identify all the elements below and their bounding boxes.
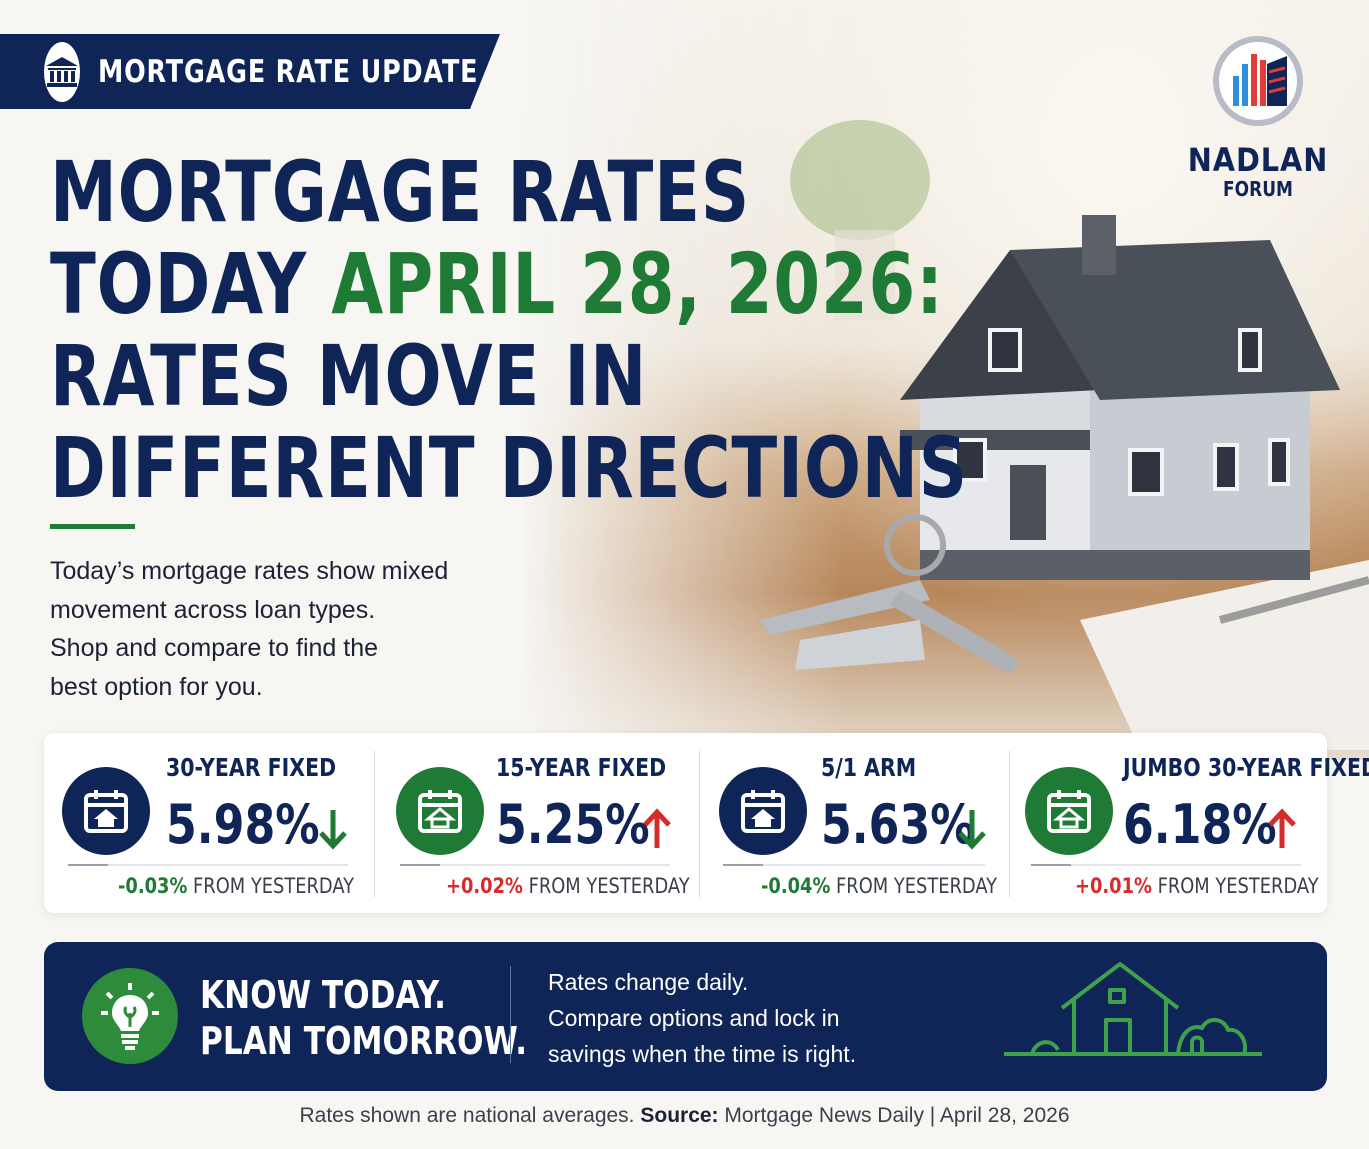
footer-source-text: Mortgage News Daily | April 28, 2026 [718,1104,1070,1127]
rate-change: -0.04% FROM YESTERDAY [761,874,997,898]
banner-slogan: KNOW TODAY. PLAN TOMORROW. [200,972,527,1064]
bottom-banner: KNOW TODAY. PLAN TOMORROW. Rates change … [44,942,1327,1091]
footer-prefix: Rates shown are national averages. [299,1104,641,1127]
footer-source-label: Source: [640,1104,719,1127]
page-title: MORTGAGE RATES TODAY APRIL 28, 2026: RAT… [50,143,968,517]
lightbulb-icon [82,968,178,1064]
rate-delta: -0.04% [761,874,831,898]
rate-divider [68,864,348,866]
banner-divider [510,966,511,1063]
bank-icon [44,41,80,102]
arrow-up-icon [1268,808,1296,848]
rate-delta: -0.03% [118,874,188,898]
banner-text-line-1: Rates change daily. [548,969,749,995]
rate-divider [1031,864,1301,866]
rate-card-jumbo: JUMBO 30-YEAR FIXED 6.18% +0.01% FROM YE… [1009,733,1369,913]
rate-title: 15-YEAR FIXED [496,753,667,782]
badge-label: MORTGAGE RATE UPDATE [98,53,479,90]
logo-sub: FORUM [1223,177,1293,201]
rate-title: 5/1 ARM [821,753,917,782]
rate-value: 5.98% [166,793,320,856]
house-keys-illustration [760,120,1369,750]
rate-change: +0.01% FROM YESTERDAY [1075,874,1319,898]
source-footer: Rates shown are national averages. Sourc… [0,1104,1369,1128]
intro-text: Today’s mortgage rates show mixed moveme… [50,552,490,706]
rate-change-suffix: FROM YESTERDAY [836,874,998,898]
banner-text-line-3: savings when the time is right. [548,1041,857,1067]
headline-today: TODAY [50,235,332,333]
calendar-house-icon [396,767,484,855]
headline-divider [50,524,135,529]
intro-line-1: Today’s mortgage rates show mixed [50,557,449,585]
banner-text: Rates change daily. Compare options and … [548,964,856,1072]
rate-title: JUMBO 30-YEAR FIXED [1123,753,1369,782]
arrow-down-icon [319,810,347,850]
rate-delta: +0.02% [446,874,523,898]
rate-card-15-year: 15-YEAR FIXED 5.25% +0.02% FROM YESTERDA… [374,733,699,913]
intro-line-2: movement across loan types. [50,595,376,624]
rate-value: 5.25% [496,793,650,856]
headline-line-4: DIFFERENT DIRECTIONS [50,419,968,517]
slogan-line-2: PLAN TOMORROW. [200,1019,528,1063]
rate-change-suffix: FROM YESTERDAY [1157,874,1319,898]
rate-delta: +0.01% [1075,874,1152,898]
intro-line-4: best option for you. [50,672,263,701]
rate-title: 30-YEAR FIXED [166,753,337,782]
building-chart-icon [1213,36,1303,126]
arrow-down-icon [958,810,986,850]
rate-change: +0.02% FROM YESTERDAY [446,874,690,898]
arrow-up-icon [643,808,671,848]
slogan-line-1: KNOW TODAY. [200,973,446,1017]
headline-line-3: RATES MOVE IN [50,327,648,425]
logo-name: NADLAN [1187,141,1329,179]
rate-change-suffix: FROM YESTERDAY [193,874,355,898]
headline-line-2: TODAY APRIL 28, 2026: [50,235,943,333]
headline-date: APRIL 28, 2026: [331,235,944,333]
calendar-house-icon [1025,767,1113,855]
rate-divider [723,864,985,866]
rates-panel: 30-YEAR FIXED 5.98% -0.03% FROM YESTERDA… [44,733,1369,913]
header-badge: MORTGAGE RATE UPDATE [0,34,500,109]
rate-divider [400,864,670,866]
headline-line-1: MORTGAGE RATES [50,143,751,241]
banner-text-line-2: Compare options and lock in [548,1005,840,1031]
rate-value: 5.63% [821,793,975,856]
rate-value: 6.18% [1123,793,1277,856]
calendar-house-icon [62,767,150,855]
rate-card-30-year: 30-YEAR FIXED 5.98% -0.03% FROM YESTERDA… [44,733,374,913]
rate-change: -0.03% FROM YESTERDAY [118,874,354,898]
calendar-house-icon [719,767,807,855]
intro-line-3: Shop and compare to find the [50,634,379,662]
house-outline-icon [1004,962,1262,1056]
rate-card-5-1-arm: 5/1 ARM 5.63% -0.04% FROM YESTERDAY [699,733,1009,913]
brand-logo: NADLAN FORUM [1178,34,1338,201]
rate-change-suffix: FROM YESTERDAY [528,874,690,898]
